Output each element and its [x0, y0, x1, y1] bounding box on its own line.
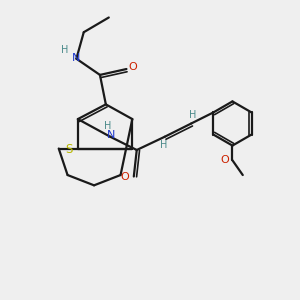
Text: H: H: [189, 110, 196, 120]
Text: H: H: [61, 45, 68, 55]
Text: N: N: [107, 130, 115, 140]
Text: H: H: [103, 121, 111, 130]
Text: O: O: [128, 62, 137, 72]
Text: S: S: [65, 143, 73, 157]
Text: H: H: [160, 140, 167, 150]
Text: N: N: [72, 53, 81, 63]
Text: O: O: [221, 155, 230, 165]
Text: O: O: [121, 172, 129, 182]
